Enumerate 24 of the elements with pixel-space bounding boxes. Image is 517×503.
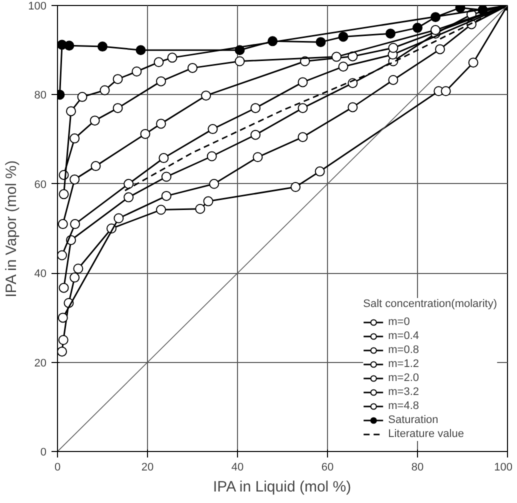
legend-label: Literature value	[388, 427, 464, 441]
legend-label: m=0.4	[388, 329, 419, 343]
y-tick-label: 80	[34, 90, 47, 102]
x-axis-title: IPA in Liquid (mol %)	[213, 478, 352, 496]
legend-title: Salt concentration(molarity)	[363, 298, 497, 310]
legend-label: m=0	[388, 315, 410, 329]
x-tick-label: 100	[494, 462, 513, 474]
legend-label: Saturation	[388, 413, 438, 427]
y-tick-label: 40	[34, 268, 47, 280]
y-axis-title: IPA in Vapor (mol %)	[3, 160, 20, 298]
y-tick-label: 0	[40, 446, 47, 458]
x-tick-label: 80	[411, 462, 424, 474]
y-tick-label: 60	[34, 178, 47, 191]
y-tick-label: 20	[34, 357, 47, 370]
legend-label: m=0.8	[388, 343, 419, 357]
x-tick-label: 0	[54, 462, 61, 474]
legend-label: m=2.0	[388, 371, 419, 385]
x-tick-label: 20	[141, 462, 154, 474]
legend-label: m=4.8	[388, 399, 419, 413]
x-tick-label: 40	[231, 462, 244, 474]
x-tick-label: 60	[321, 462, 334, 474]
legend-label: m=3.2	[388, 385, 419, 399]
y-tick-label: 100	[28, 0, 47, 12]
legend-label: m=1.2	[388, 357, 419, 371]
